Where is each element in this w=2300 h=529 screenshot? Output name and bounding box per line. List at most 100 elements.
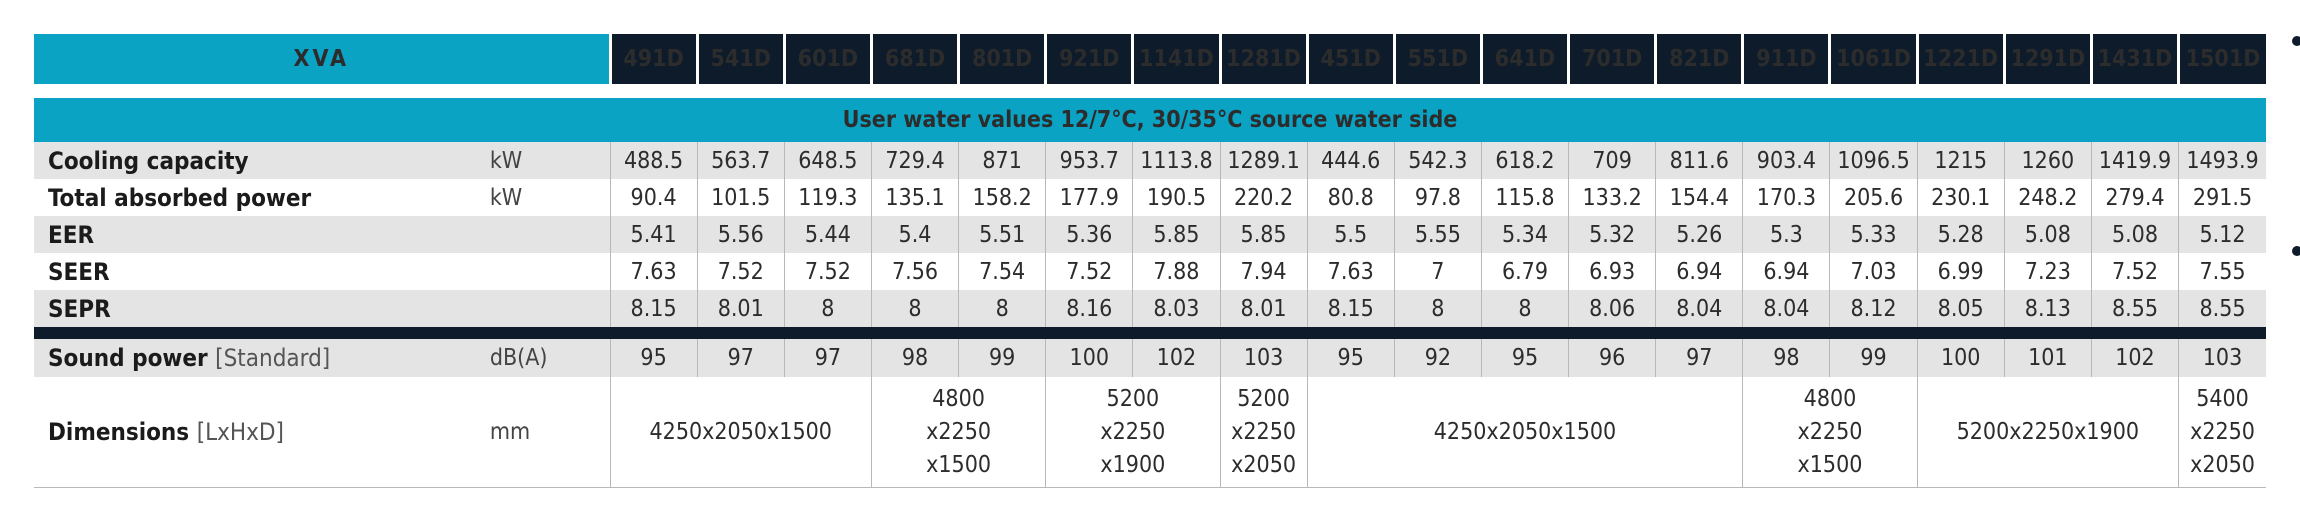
value-cell: 100 [1916, 339, 2005, 377]
value-cell: 7.52 [2090, 253, 2179, 290]
dimensions-label: Dimensions [LxHxD] [34, 377, 490, 488]
row-unit: kW [489, 142, 611, 179]
value-cell: 903.4 [1742, 142, 1830, 179]
value-cell: 8.04 [1655, 290, 1743, 327]
value-cell: 7.63 [609, 253, 698, 290]
value-cell: 170.3 [1742, 179, 1830, 216]
value-cell: 98 [1742, 339, 1830, 377]
value-cell: 7.55 [2178, 253, 2266, 290]
dimensions-line: 5400 [2196, 385, 2249, 412]
row-unit: kW [489, 184, 523, 211]
row-eer: EER 5.41 5.56 5.44 5.4 5.51 5.36 5.85 5.85 5.5 5.5… [34, 216, 2266, 253]
value-cell: 5.26 [1655, 216, 1743, 253]
value-cell: 8 [1480, 290, 1569, 327]
value-cell: 115.8 [1480, 179, 1569, 216]
row-cooling-capacity: Cooling capacity kW 488.5 563.7 648.5 729.4 87… [34, 142, 2266, 179]
value-cell: 6.93 [1568, 253, 1656, 290]
value-cell: 7.52 [783, 253, 872, 290]
value-cell: 5.33 [1829, 216, 1918, 253]
sound-label: Sound power [Standard] [34, 339, 490, 377]
value-cell: 6.99 [1916, 253, 2005, 290]
section-row: User water values 12/7°C, 30/35°C source… [34, 98, 2266, 142]
model-1221D: 1221D [1915, 34, 2005, 84]
value-cell: 8.04 [1742, 290, 1830, 327]
model-1281D: 1281D [1218, 34, 1308, 84]
value-cell: 1419.9 [2090, 142, 2179, 179]
edge-dot-mid [2292, 246, 2300, 256]
value-cell: 101.5 [696, 179, 785, 216]
value-cell: 8 [1393, 290, 1482, 327]
model-681D: 681D [869, 34, 959, 84]
dimensions-group: 4800 x2250 x1500 [1742, 377, 1918, 488]
dimensions-line: 5200 [1106, 385, 1160, 412]
value-cell: 279.4 [2090, 179, 2179, 216]
value-cell: 92 [1393, 339, 1482, 377]
header-row: XVA 491D 541D 601D 681D 801D 921D 1141D 1281D 451… [34, 34, 2266, 84]
value-cell: 5.36 [1045, 216, 1133, 253]
value-cell: 1493.9 [2178, 142, 2266, 179]
value-cell: 648.5 [783, 142, 872, 179]
value-cell: 8.01 [1219, 290, 1308, 327]
value-cell: 5.55 [1393, 216, 1482, 253]
value-cell: 7.94 [1219, 253, 1308, 290]
value-cell: 5.32 [1568, 216, 1656, 253]
value-cell: 5.08 [2090, 216, 2179, 253]
model-641D: 641D [1479, 34, 1569, 84]
row-seer: SEER 7.63 7.52 7.52 7.56 7.54 7.52 7.88 7.94 7.63… [34, 253, 2266, 290]
value-cell: 1289.1 [1219, 142, 1308, 179]
value-cell: 133.2 [1568, 179, 1656, 216]
value-cell: 99 [958, 339, 1046, 377]
dimensions-group: 5200x2250x1900 [1916, 377, 2179, 488]
value-cell: 7.23 [2003, 253, 2092, 290]
value-cell: 7.63 [1306, 253, 1395, 290]
value-cell: 8 [783, 290, 872, 327]
specs-table: XVA 491D 541D 601D 681D 801D 921D 1141D 1281D 451… [34, 34, 2266, 488]
value-cell: 5.85 [1132, 216, 1220, 253]
value-cell: 97 [783, 339, 872, 377]
value-cell: 444.6 [1306, 142, 1395, 179]
row-dimensions: Dimensions [LxHxD] mm 4250x2050x1500 4800 x2… [34, 377, 2266, 488]
model-1061D: 1061D [1828, 34, 1918, 84]
value-cell: 1215 [1916, 142, 2005, 179]
dimensions-line: x1500 [1797, 451, 1863, 478]
value-cell: 95 [609, 339, 698, 377]
dimensions-line: 4250x2050x1500 [649, 418, 832, 445]
value-cell: 5.56 [696, 216, 785, 253]
value-cell: 95 [1480, 339, 1569, 377]
value-cell: 230.1 [1916, 179, 2005, 216]
dimensions-group: 5200 x2250 x2050 [1219, 377, 1308, 488]
value-cell: 7.03 [1829, 253, 1918, 290]
value-cell: 95 [1306, 339, 1395, 377]
dimensions-group: 5400 x2250 x2050 [2178, 377, 2266, 488]
value-cell: 8.15 [1306, 290, 1395, 327]
value-cell: 7 [1393, 253, 1482, 290]
dimensions-line: 4250x2050x1500 [1433, 418, 1617, 445]
row-total-absorbed-power: Total absorbed power kW 90.4 101.5 119.3 135.… [34, 179, 2266, 216]
model-601D: 601D [782, 34, 872, 84]
value-cell: 7.52 [696, 253, 785, 290]
row-label: SEER [48, 257, 110, 286]
dimensions-line: x2250 [926, 418, 992, 445]
row-label: SEPR [34, 290, 490, 327]
row-sound-power: Sound power [Standard] dB(A) 95 97 97 98 99 100… [34, 339, 2266, 377]
value-cell: 5.51 [958, 216, 1046, 253]
dimensions-group: 4800 x2250 x1500 [870, 377, 1046, 488]
dimensions-line: x2250 [1100, 418, 1166, 445]
value-cell: 7.54 [958, 253, 1046, 290]
value-cell: 102 [2090, 339, 2179, 377]
value-cell: 97 [1655, 339, 1743, 377]
model-551D: 551D [1392, 34, 1482, 84]
value-cell: 709 [1568, 142, 1656, 179]
value-cell: 542.3 [1393, 142, 1482, 179]
model-1291D: 1291D [2002, 34, 2092, 84]
dimensions-line: x2250 [1797, 418, 1863, 445]
value-cell: 90.4 [609, 179, 698, 216]
value-cell: 5.12 [2178, 216, 2266, 253]
dimensions-line: 5200 [1237, 385, 1290, 412]
value-cell: 5.44 [783, 216, 872, 253]
model-701D: 701D [1567, 34, 1656, 84]
row-unit [489, 290, 611, 327]
separator-row [34, 327, 2266, 339]
value-cell: 618.2 [1480, 142, 1569, 179]
dimensions-label-text: Dimensions [48, 418, 190, 446]
